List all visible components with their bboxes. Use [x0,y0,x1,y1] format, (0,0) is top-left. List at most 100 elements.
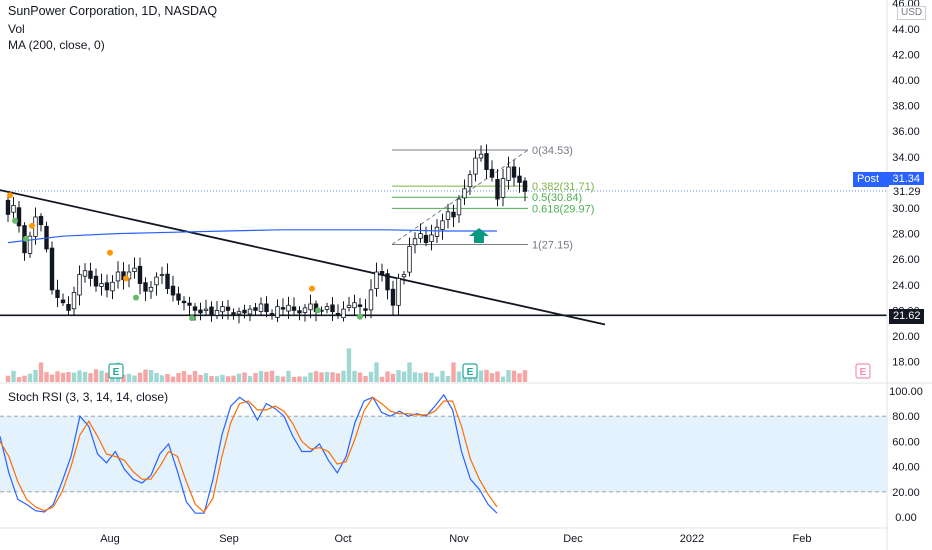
signal-dot [309,285,315,292]
candle-body [99,283,104,287]
volume-bar [412,372,418,382]
candle-body [247,308,253,315]
volume-bar [407,362,412,382]
volume-bar [192,370,198,382]
volume-bar [396,370,401,382]
volume-bar [231,375,236,382]
candle-body [341,308,346,319]
volume-bar [99,370,104,382]
volume-bar [363,375,368,382]
signal-dot [315,307,321,314]
candle [506,156,511,190]
candle-body [214,309,220,316]
candle-body [368,289,374,311]
volume-bar [269,370,275,382]
candle [165,263,170,295]
stoch-d-line [0,396,498,513]
candle-body [176,293,181,301]
price-tick-label: 44.00 [892,24,920,36]
volume-bar [445,376,451,382]
chart-title: SunPower Corporation, 1D, NASDAQ [8,4,218,18]
volume-bar [159,375,165,382]
candle [275,299,280,323]
drawing-layer: 0(34.53) 0.382(31.71)0.5(30.84)0.618(29.9… [0,145,887,326]
candle-body [253,307,258,311]
stoch-band-layer [0,415,887,493]
volume-bar [88,373,93,382]
post-price-label: Post 31.34 [853,172,924,187]
time-tick-label: 2022 [680,533,704,545]
price-tick-label: 38.00 [892,101,920,113]
volume-bar [247,376,253,382]
candle [363,299,368,319]
candle [346,296,352,312]
candle-body [412,238,418,246]
candle-body [11,205,16,213]
candle [27,231,33,258]
stoch-tick-label: 20.00 [892,487,920,499]
candle-body [104,282,110,291]
candle [473,150,478,182]
volume-bar [258,371,264,382]
candle-body [363,308,368,311]
candle [423,226,429,247]
candle [522,177,528,202]
volume-bar [236,373,242,382]
candle-body [148,286,154,292]
earnings-marker: E [462,363,478,379]
volume-bar [324,371,330,382]
volume-bar [291,376,297,382]
candle-body [49,247,55,291]
volume-bar [165,373,170,382]
candle [236,307,242,324]
volume-bar [456,371,462,382]
price-tick-label: 46.00 [892,0,920,10]
candle-body [187,302,192,306]
candle-body [286,304,291,312]
currency-label[interactable]: USD [897,6,927,20]
fib-level-label: 0.5(30.84) [532,192,582,204]
candle-body [236,311,242,315]
candle [77,265,82,306]
stoch-rsi-layer [0,393,498,514]
candle [148,280,154,299]
volume-bar [401,371,407,382]
volume-bar [264,371,269,382]
stoch-tick-label: 40.00 [892,462,920,474]
candle [302,304,308,322]
candle-body [291,306,297,311]
candle-body [297,310,302,314]
candle-body [88,270,93,279]
candle [484,144,489,180]
volume-bar [187,374,192,382]
candle-body [440,220,445,230]
volume-bar [330,372,335,382]
volume-bar [352,370,357,382]
candle-body [93,275,99,287]
volume-bar [214,376,220,382]
legend-moving-average: MA (200, close, 0) [8,38,105,52]
volume-bar [55,371,60,382]
candle [258,297,264,316]
candle [55,279,60,308]
price-tick-label: 28.00 [892,229,920,241]
candle [462,179,467,206]
candle [396,273,401,315]
candle [374,262,379,297]
candle [291,297,297,315]
candle [286,296,291,319]
volume-bar [341,370,346,382]
candle [269,309,275,320]
candle [341,301,346,322]
post-label-value: 31.34 [892,173,920,185]
volume-bar [220,374,225,382]
volume-bar [484,369,489,382]
signal-dot [123,275,129,282]
candle [198,302,203,321]
volume-bar [77,370,82,382]
candle-body [231,312,236,315]
stoch-tick-label: 0.00 [895,512,916,524]
signal-dot [189,315,195,322]
candle-body [258,303,264,312]
